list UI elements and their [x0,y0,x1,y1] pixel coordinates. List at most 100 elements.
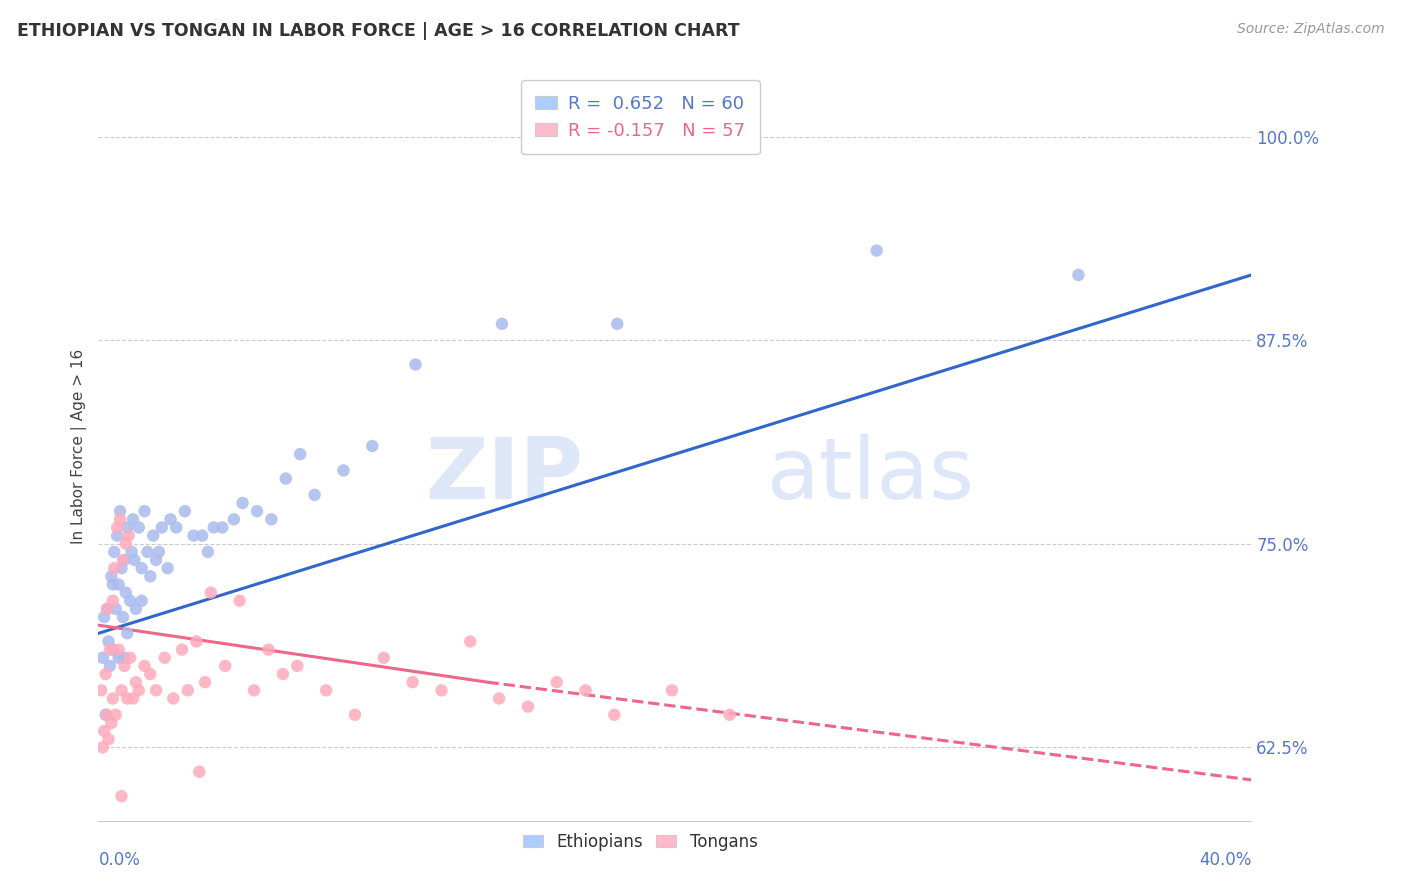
Point [159,512,181,526]
Point [177,683,200,698]
Point [574,683,596,698]
Point [162,691,184,706]
Point [202,520,225,534]
Point [153,650,176,665]
Point [197,545,219,559]
Point [91,650,114,665]
Point [117,520,139,534]
Point [243,683,266,698]
Point [139,667,162,681]
Point [222,512,245,526]
Point [125,675,148,690]
Point [156,561,179,575]
Point [606,317,628,331]
Point [148,545,170,559]
Point [107,577,129,591]
Point [107,642,129,657]
Point [111,610,134,624]
Point [98,659,121,673]
Point [108,504,131,518]
Point [117,691,139,706]
Point [97,732,120,747]
Point [165,520,187,534]
Point [274,472,297,486]
Point [145,683,167,698]
Point [101,691,124,706]
Text: ZIP: ZIP [425,434,582,517]
Point [124,553,146,567]
Point [332,463,354,477]
Point [131,593,153,607]
Point [125,602,148,616]
Point [96,602,118,616]
Point [134,659,156,673]
Point [228,593,250,607]
Point [315,683,337,698]
Point [866,244,889,258]
Point [231,496,254,510]
Point [121,545,143,559]
Point [211,520,233,534]
Point [200,585,222,599]
Point [114,537,136,551]
Point [94,707,117,722]
Point [1067,268,1090,282]
Point [488,691,510,706]
Point [122,691,145,706]
Point [112,650,135,665]
Point [97,634,120,648]
Legend: Ethiopians, Tongans: Ethiopians, Tongans [516,826,765,857]
Point [110,561,132,575]
Point [120,593,142,607]
Point [100,569,122,583]
Point [93,610,115,624]
Point [194,675,217,690]
Text: 0.0%: 0.0% [98,851,141,869]
Point [98,642,121,657]
Point [101,642,124,657]
Point [90,683,112,698]
Point [131,561,153,575]
Point [103,561,125,575]
Point [118,528,141,542]
Point [290,447,312,461]
Point [103,545,125,559]
Point [304,488,326,502]
Point [150,520,173,534]
Point [343,707,366,722]
Point [186,634,208,648]
Point [174,504,197,518]
Point [100,715,122,730]
Point [120,650,142,665]
Point [373,650,395,665]
Point [96,602,118,616]
Point [108,512,131,526]
Point [110,789,132,804]
Point [107,650,129,665]
Text: 40.0%: 40.0% [1199,851,1251,869]
Point [603,707,626,722]
Point [214,659,236,673]
Point [401,675,423,690]
Text: ETHIOPIAN VS TONGAN IN LABOR FORCE | AGE > 16 CORRELATION CHART: ETHIOPIAN VS TONGAN IN LABOR FORCE | AGE… [17,22,740,40]
Point [110,683,132,698]
Point [661,683,683,698]
Point [128,683,150,698]
Text: atlas: atlas [768,434,976,517]
Point [93,724,115,739]
Point [257,642,280,657]
Point [112,553,135,567]
Point [112,659,135,673]
Text: Source: ZipAtlas.com: Source: ZipAtlas.com [1237,22,1385,37]
Point [104,602,127,616]
Point [260,512,283,526]
Point [188,764,211,779]
Point [128,520,150,534]
Point [101,593,124,607]
Point [271,667,294,681]
Point [139,569,162,583]
Point [104,707,127,722]
Point [111,553,134,567]
Point [101,577,124,591]
Point [96,707,118,722]
